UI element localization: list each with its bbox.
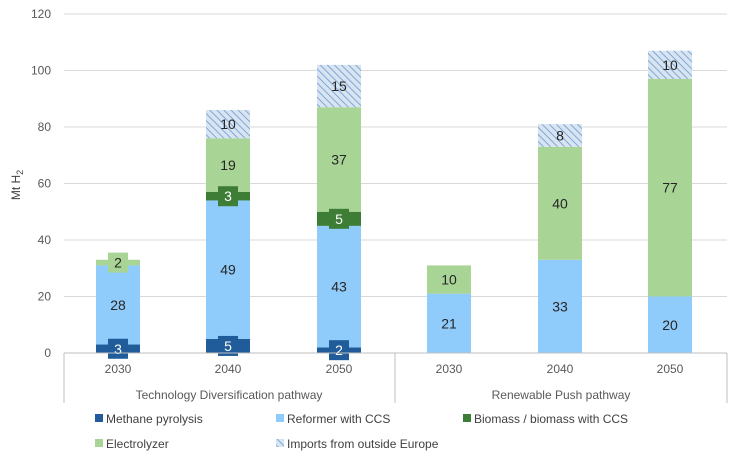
bar-segment: [427, 265, 471, 294]
data-label: 2: [335, 342, 343, 358]
data-label: 19: [220, 157, 236, 173]
data-label: 28: [110, 297, 126, 313]
x-tick-label: 2030: [436, 362, 463, 376]
data-label: 10: [441, 272, 457, 288]
y-tick-label: 120: [31, 7, 51, 21]
data-label: 5: [335, 211, 343, 227]
bar-segment: [206, 110, 250, 139]
legend-swatch: [95, 414, 103, 422]
y-tick-label: 40: [38, 233, 52, 247]
bar-segment: [206, 138, 250, 192]
legend-label: Electrolyzer: [106, 437, 169, 451]
legend-swatch: [276, 439, 284, 447]
bar-segment: [538, 146, 582, 260]
legend-swatch: [276, 414, 284, 422]
data-label: 77: [662, 180, 678, 196]
y-tick-label: 20: [38, 290, 52, 304]
y-axis-label: Mt H2: [9, 170, 25, 200]
data-label: 21: [441, 315, 457, 331]
data-label: 8: [556, 127, 564, 143]
bar-segment: [538, 259, 582, 353]
data-label-box: [329, 340, 349, 361]
data-label: 43: [331, 279, 347, 295]
group-label: Technology Diversification pathway: [136, 388, 323, 402]
data-label: 49: [220, 262, 236, 278]
data-label: 5: [224, 338, 232, 354]
bar-segment: [648, 50, 692, 79]
data-label: 10: [220, 116, 236, 132]
x-tick-label: 2040: [215, 362, 242, 376]
x-tick-label: 2050: [326, 362, 353, 376]
data-label-box: [329, 208, 349, 229]
y-tick-label: 100: [31, 64, 51, 78]
legend: Methane pyrolysis Reformer with CCS Biomas…: [95, 412, 628, 451]
bar-segment: [96, 265, 140, 345]
data-label: 40: [552, 195, 568, 211]
legend-label: Imports from outside Europe: [287, 437, 439, 451]
y-tick-label: 80: [38, 120, 52, 134]
bars: 3 28 2 5 49 3 19 10 2 43 5 37 15 21 10 33 40 8 20 77 10: [96, 50, 692, 361]
x-tick-label: 2030: [105, 362, 132, 376]
data-label: 3: [224, 188, 232, 204]
bar-segment: [538, 124, 582, 147]
data-label: 33: [552, 298, 568, 314]
data-label: 2: [114, 255, 122, 271]
bar-segment: [648, 296, 692, 353]
data-label-box: [108, 338, 128, 359]
data-label: 15: [331, 78, 347, 94]
data-label: 10: [662, 57, 678, 73]
data-label-box: [218, 335, 238, 356]
bar-segment: [427, 293, 471, 353]
y-tick-label: 60: [38, 177, 52, 191]
legend-label: Methane pyrolysis: [106, 412, 203, 426]
data-label: 37: [331, 151, 347, 167]
bar-segment: [317, 225, 361, 348]
data-label-box: [108, 252, 128, 273]
bar-segment: [206, 200, 250, 339]
data-label: 3: [114, 341, 122, 357]
legend-label: Reformer with CCS: [287, 412, 390, 426]
bar-segment: [317, 107, 361, 212]
data-label-box: [218, 186, 238, 207]
x-tick-label: 2040: [547, 362, 574, 376]
y-axis: 0 20 40 60 80 100 120: [31, 7, 51, 360]
y-tick-label: 0: [44, 346, 51, 360]
bar-segment: [648, 78, 692, 297]
gridlines: [64, 13, 727, 354]
data-label: 20: [662, 317, 678, 333]
bar-segment: [317, 64, 361, 108]
legend-swatch: [463, 414, 471, 422]
legend-swatch: [95, 439, 103, 447]
x-tick-label: 2050: [657, 362, 684, 376]
legend-label: Biomass / biomass with CCS: [474, 412, 628, 426]
group-label: Renewable Push pathway: [492, 388, 631, 402]
